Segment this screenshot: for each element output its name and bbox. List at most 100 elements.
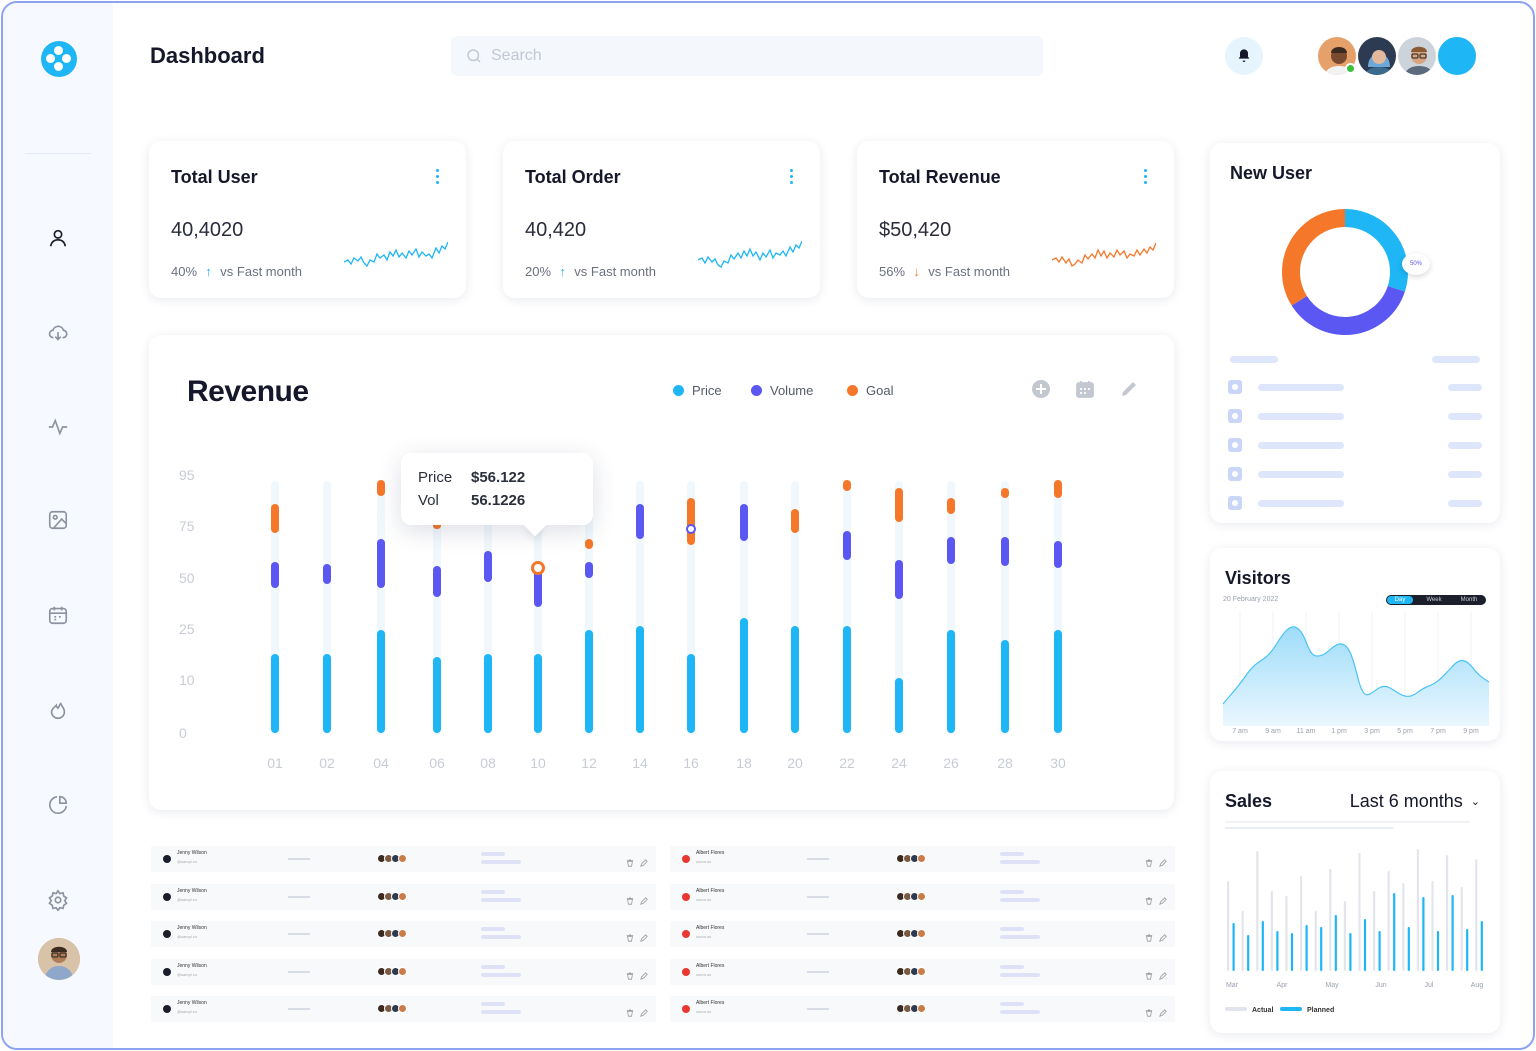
delete-icon[interactable] <box>1145 892 1153 905</box>
volume-bar[interactable] <box>1054 541 1062 568</box>
price-bar[interactable] <box>1054 630 1062 733</box>
goal-bar[interactable] <box>895 488 903 522</box>
volume-bar[interactable] <box>323 563 331 585</box>
table-row[interactable]: Jenny Wilson @sampl.co <box>151 996 656 1022</box>
price-bar[interactable] <box>377 630 385 733</box>
team-avatar[interactable] <box>1356 35 1398 77</box>
edit-icon[interactable] <box>1159 892 1167 905</box>
price-bar[interactable] <box>323 653 331 733</box>
row-name: Jenny Wilson <box>177 887 207 894</box>
goal-bar[interactable] <box>585 539 593 550</box>
more-options-icon[interactable] <box>436 169 440 187</box>
volume-bar[interactable] <box>843 531 851 560</box>
delete-icon[interactable] <box>626 929 634 942</box>
search-bar[interactable] <box>451 36 1043 76</box>
search-input[interactable] <box>491 36 1031 76</box>
price-bar[interactable] <box>636 625 644 733</box>
volume-bar[interactable] <box>484 551 492 583</box>
team-avatar[interactable] <box>1396 35 1438 77</box>
image-icon[interactable] <box>47 509 69 531</box>
goal-bar[interactable] <box>1054 480 1062 499</box>
table-row[interactable]: Albert Flores zoom.us <box>670 883 1175 910</box>
goal-bar[interactable] <box>687 498 695 546</box>
cloud-download-icon[interactable] <box>47 322 69 344</box>
price-bar[interactable] <box>1001 640 1009 733</box>
price-bar[interactable] <box>740 617 748 733</box>
volume-bar[interactable] <box>271 561 279 589</box>
tab-month[interactable]: Month <box>1460 597 1478 603</box>
price-bar[interactable] <box>947 630 955 733</box>
delete-icon[interactable] <box>626 892 634 905</box>
volume-bar[interactable] <box>1001 537 1009 566</box>
edit-icon[interactable] <box>1159 854 1167 867</box>
delete-icon[interactable] <box>626 1004 634 1017</box>
edit-icon[interactable] <box>1119 379 1139 399</box>
edit-icon[interactable] <box>640 1004 648 1017</box>
table-row[interactable]: Albert Flores zoom.us <box>670 846 1175 872</box>
price-bar[interactable] <box>433 657 441 733</box>
sales-range-dropdown[interactable]: Last 6 months ⌄ <box>1350 791 1480 812</box>
app-logo[interactable] <box>41 41 77 77</box>
notifications-button[interactable] <box>1225 37 1263 75</box>
price-bar[interactable] <box>271 653 279 733</box>
delete-icon[interactable] <box>1145 929 1153 942</box>
price-bar[interactable] <box>687 653 695 733</box>
fire-icon[interactable] <box>47 699 69 721</box>
activity-icon[interactable] <box>47 416 69 438</box>
volume-bar[interactable] <box>377 539 385 589</box>
goal-bar[interactable] <box>843 480 851 491</box>
user-icon[interactable] <box>47 227 69 249</box>
edit-icon[interactable] <box>640 929 648 942</box>
table-row[interactable]: Jenny Wilson @sampl.co <box>151 921 656 947</box>
delete-icon[interactable] <box>1145 1004 1153 1017</box>
volume-bar[interactable] <box>585 561 593 578</box>
calendar-icon[interactable] <box>1075 379 1095 399</box>
table-row[interactable]: Jenny Wilson @sampl.co <box>151 958 656 985</box>
team-avatar-more[interactable] <box>1436 35 1478 77</box>
delete-icon[interactable] <box>1145 854 1153 867</box>
tab-week[interactable]: Week <box>1426 597 1442 603</box>
price-bar[interactable] <box>843 625 851 733</box>
selected-point-marker[interactable] <box>531 560 545 575</box>
price-bar[interactable] <box>534 653 542 733</box>
goal-bar[interactable] <box>1001 488 1009 499</box>
price-bar[interactable] <box>484 653 492 733</box>
volume-bar[interactable] <box>947 537 955 564</box>
settings-icon[interactable] <box>47 889 69 912</box>
goal-bar[interactable] <box>947 498 955 514</box>
volume-bar[interactable] <box>636 503 644 540</box>
volume-bar[interactable] <box>895 559 903 599</box>
edit-icon[interactable] <box>1159 929 1167 942</box>
volume-bar[interactable] <box>740 503 748 542</box>
table-row[interactable]: Albert Flores zoom.us <box>670 921 1175 947</box>
delete-icon[interactable] <box>1145 967 1153 980</box>
edit-icon[interactable] <box>1159 967 1167 980</box>
delete-icon[interactable] <box>626 854 634 867</box>
edit-icon[interactable] <box>640 854 648 867</box>
goal-bar[interactable] <box>377 480 385 496</box>
table-row[interactable]: Jenny Wilson @sampl.co <box>151 846 656 872</box>
more-options-icon[interactable] <box>1144 169 1148 187</box>
volume-bar[interactable] <box>534 567 542 608</box>
pie-chart-icon[interactable] <box>47 794 69 816</box>
table-row[interactable]: Albert Flores zoom.us <box>670 996 1175 1022</box>
edit-icon[interactable] <box>1159 1004 1167 1017</box>
volume-bar[interactable] <box>433 565 441 597</box>
calendar-icon[interactable] <box>47 604 69 626</box>
price-bar[interactable] <box>585 630 593 733</box>
delete-icon[interactable] <box>626 967 634 980</box>
goal-bar[interactable] <box>271 503 279 534</box>
price-bar[interactable] <box>895 677 903 733</box>
price-bar[interactable] <box>791 625 799 733</box>
table-row[interactable]: Albert Flores zoom.us <box>670 958 1175 985</box>
point-marker[interactable] <box>686 524 696 535</box>
table-row[interactable]: Jenny Wilson @sampl.co <box>151 883 656 910</box>
profile-avatar[interactable] <box>38 938 80 980</box>
tab-day[interactable]: Day <box>1387 596 1413 604</box>
add-icon[interactable] <box>1031 379 1051 399</box>
edit-icon[interactable] <box>640 967 648 980</box>
goal-bar[interactable] <box>433 521 441 530</box>
more-options-icon[interactable] <box>790 169 794 187</box>
goal-bar[interactable] <box>791 508 799 534</box>
edit-icon[interactable] <box>640 892 648 905</box>
